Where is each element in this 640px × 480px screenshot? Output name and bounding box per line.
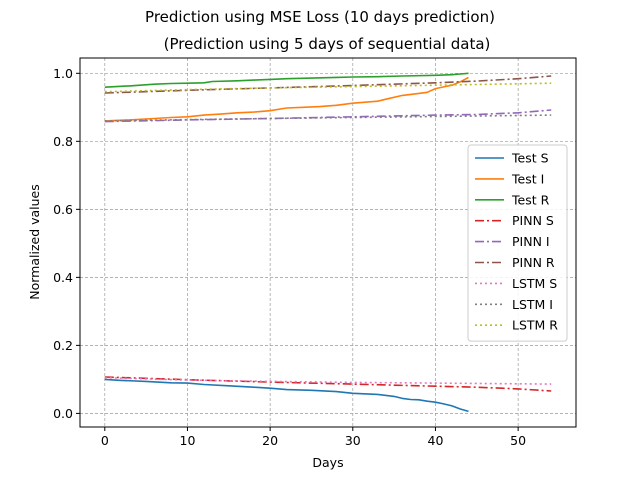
legend-label: LSTM R	[512, 318, 558, 333]
legend-label: PINN S	[512, 213, 554, 228]
chart-title: (Prediction using 5 days of sequential d…	[164, 35, 491, 53]
x-axis-label: Days	[312, 455, 343, 470]
y-tick-label: 0.0	[53, 406, 73, 421]
y-tick-label: 1.0	[53, 66, 73, 81]
x-tick-label: 20	[262, 433, 278, 448]
legend-label: LSTM I	[512, 297, 553, 312]
legend-label: Test R	[511, 192, 550, 207]
x-tick-label: 40	[428, 433, 444, 448]
x-tick-label: 30	[345, 433, 361, 448]
legend-label: LSTM S	[512, 276, 557, 291]
series-line-pinn-i	[104, 109, 552, 123]
series-line-pinn-r	[104, 75, 552, 94]
y-tick-label: 0.4	[53, 270, 73, 285]
legend-box	[467, 144, 568, 342]
legend: Test S Test I Test R PINN S PINN I PINN R LSTM…	[467, 144, 568, 342]
axis-ticks: 0 10 20 30 40 50 0.0 0.2 0.4 0.6 0.8 1.0	[53, 66, 526, 448]
x-tick-label: 10	[180, 433, 196, 448]
x-tick-label: 0	[101, 433, 109, 448]
y-tick-label: 0.6	[53, 202, 73, 217]
series-line-test-s	[104, 378, 469, 413]
legend-label: PINN I	[512, 234, 550, 249]
y-tick-label: 0.2	[53, 338, 73, 353]
x-tick-label: 50	[510, 433, 526, 448]
y-tick-label: 0.8	[53, 134, 73, 149]
series-line-test-r	[104, 72, 469, 88]
legend-label: Test S	[511, 151, 549, 166]
series-lines	[104, 72, 552, 413]
series-line-pinn-s	[104, 376, 552, 392]
chart-suptitle: Prediction using MSE Loss (10 days predi…	[145, 8, 495, 26]
plot-frame	[79, 57, 577, 428]
legend-label: Test I	[511, 171, 544, 186]
series-line-test-i	[104, 76, 469, 122]
grid-lines	[80, 58, 576, 427]
legend-label: PINN R	[512, 255, 555, 270]
y-axis-label: Normalized values	[27, 184, 42, 300]
